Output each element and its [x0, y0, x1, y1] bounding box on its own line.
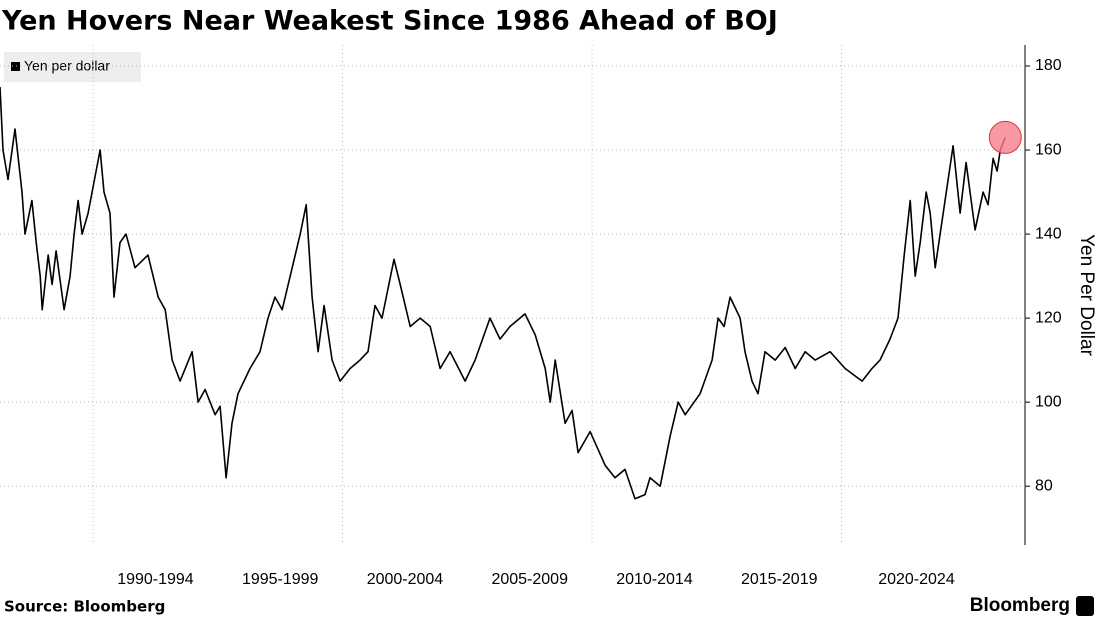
x-tick-label: 2005-2009	[491, 571, 568, 588]
x-tick-label: 2000-2004	[367, 571, 444, 588]
legend-swatch	[11, 62, 20, 71]
y-tick-label: 140	[1035, 225, 1062, 242]
y-tick-label: 180	[1035, 57, 1062, 74]
y-tick-label: 120	[1035, 309, 1062, 326]
x-tick-label: 2015-2019	[741, 571, 818, 588]
legend-label: Yen per dollar	[24, 58, 110, 74]
x-tick-label: 2010-2014	[616, 571, 693, 588]
brand: Bloomberg	[970, 595, 1070, 616]
y-tick-label: 80	[1035, 477, 1053, 494]
source: Source: Bloomberg	[4, 598, 165, 616]
y-tick-label: 160	[1035, 141, 1062, 158]
x-tick-label: 2020-2024	[878, 571, 955, 588]
x-tick-label: 1995-1999	[242, 571, 319, 588]
y-tick-label: 100	[1035, 393, 1062, 410]
y-axis-label: Yen Per Dollar	[1076, 234, 1097, 356]
highlight-marker	[988, 120, 1022, 154]
line	[0, 86, 1007, 500]
chart-title: Yen Hovers Near Weakest Since 1986 Ahead…	[1, 6, 778, 37]
legend-box	[4, 52, 141, 82]
x-tick-label: 1990-1994	[117, 571, 194, 588]
brand-icon	[1076, 596, 1094, 616]
